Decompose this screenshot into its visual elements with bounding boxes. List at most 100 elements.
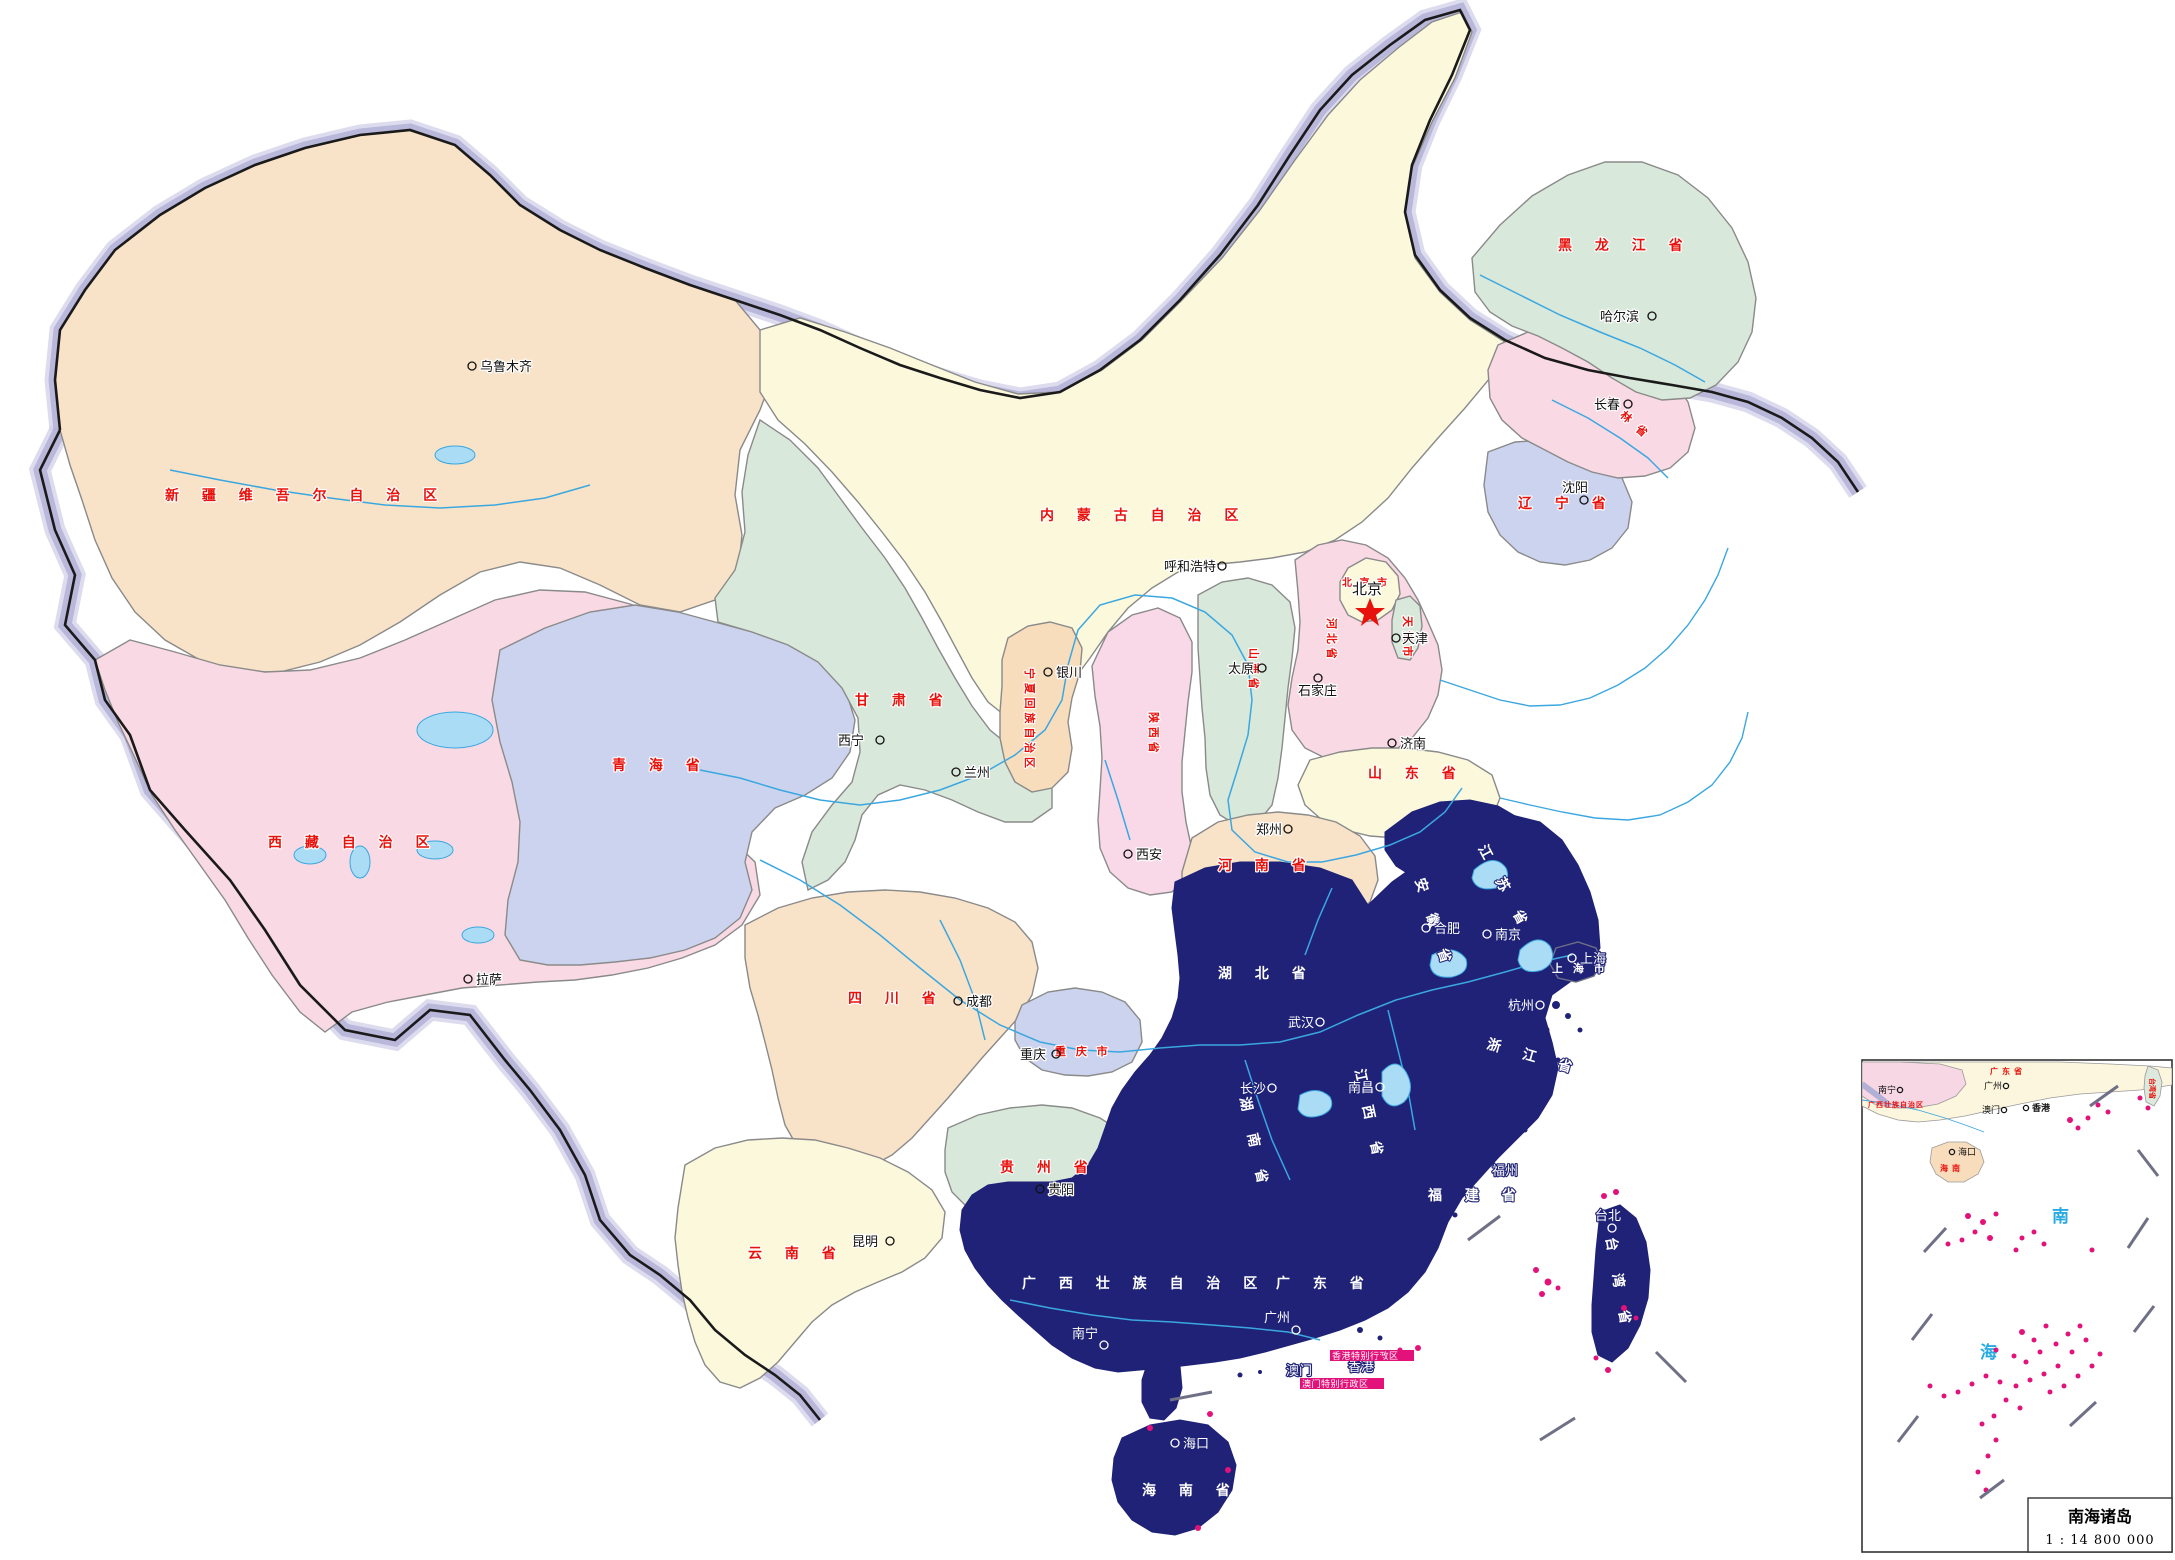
city-label-hongkong: 香港 (1348, 1360, 1374, 1375)
province-label-henan: 河 南 省 (1218, 857, 1315, 874)
city-dot (1519, 1177, 1529, 1187)
province-label-liaoning: 辽 宁 省 (1518, 495, 1615, 512)
city-dot (1217, 561, 1227, 571)
rivers (169, 274, 1706, 1341)
province-shanxi[interactable] (1197, 577, 1296, 827)
lakes (293, 445, 1554, 1118)
coastal-islands (1237, 1001, 1583, 1378)
city-dot (1391, 633, 1401, 643)
city-markers-highlighted: 合肥 南京 杭州 上海 武汉 南昌 长沙 福州 广州 南宁 海口 台北 澳门 香… (1071, 921, 1622, 1453)
province-heilongjiang[interactable] (1471, 161, 1757, 401)
province-label-guangdong: 广 东 省 (1276, 1275, 1373, 1292)
city-dot (1170, 1438, 1180, 1448)
coastline (1439, 547, 1749, 821)
city-dot (2002, 1082, 2010, 1090)
province-label-sichuan: 四 川 省 (848, 990, 945, 1007)
city-dot (1335, 1361, 1345, 1371)
province-label-hubei: 湖 北 省 (1218, 965, 1315, 982)
province-ningxia[interactable] (999, 621, 1083, 793)
city-dot (1257, 663, 1267, 673)
province-yunnan[interactable] (674, 1137, 946, 1389)
city-dot (1579, 495, 1589, 505)
province-label-hainan: 海 南 省 (1142, 1482, 1239, 1499)
city-dot (1948, 1148, 1956, 1156)
province-label-tianjin: 天 津 市 (1401, 616, 1415, 657)
province-label-xinjiang: 新 疆 维 吾 尔 自 治 区 (165, 487, 446, 504)
inset-island-markers (1927, 1095, 2151, 1493)
city-label-urumqi: 乌鲁木齐 (480, 359, 532, 375)
province-label-ningxia: 宁 夏 回 族 自 治 区 (1023, 668, 1037, 768)
city-label-changsha: 长沙 (1240, 1082, 1266, 1097)
city-dot (1123, 849, 1133, 859)
city-label-macau: 澳门 (1286, 1363, 1312, 1379)
city-dot (1051, 1049, 1061, 1059)
city-label-nanning: 南宁 (1072, 1326, 1098, 1342)
city-label-changchun: 长春 (1594, 398, 1620, 413)
inset-city-nanning: 南宁 (1878, 1084, 1896, 1096)
city-label-chengdu: 成都 (966, 995, 992, 1010)
nine-dash-line (1169, 1214, 1688, 1442)
city-label-chongqing: 重庆 (1020, 1047, 1046, 1063)
city-dot (1375, 1082, 1385, 1092)
province-chongqing[interactable] (1014, 987, 1143, 1077)
city-label-xian: 西安 (1136, 848, 1162, 863)
city-dot (1313, 673, 1323, 683)
province-tianjin[interactable] (1391, 595, 1423, 661)
city-dot (1291, 1325, 1301, 1335)
city-markers: 乌鲁木齐 拉萨 西宁 兰州 银川 呼和浩特 太原 石家庄 北京 天津 济南 郑州… (463, 308, 1657, 1251)
city-label-xining: 西宁 (838, 733, 864, 749)
city-label-zhengzhou: 郑州 (1256, 823, 1282, 838)
city-dot (875, 735, 885, 745)
city-label-shanghai: 上海 (1580, 952, 1606, 967)
inset-city-haikou: 海口 (1958, 1146, 1976, 1158)
city-label-shijiazhuang: 石家庄 (1298, 683, 1337, 699)
city-label-tianjin: 天津 (1402, 632, 1428, 647)
city-dot (1313, 1365, 1323, 1375)
city-label-lanzhou: 兰州 (964, 766, 990, 781)
province-label-neimenggu: 内 蒙 古 自 治 区 (1040, 507, 1247, 524)
highlight-shanghai[interactable] (1549, 941, 1603, 983)
city-label-harbin: 哈尔滨 (1600, 309, 1639, 325)
city-dot (2000, 1106, 2008, 1114)
province-label-gansu: 甘 肃 省 (855, 692, 952, 709)
province-beijing[interactable] (1339, 557, 1401, 623)
inset-city-hongkong: 香港 (2031, 1102, 2051, 1114)
highlight-hainan[interactable] (1111, 1419, 1237, 1536)
province-hebei[interactable] (1287, 539, 1443, 763)
city-dot (951, 767, 961, 777)
city-dot (1623, 399, 1633, 409)
inset-hainan (1929, 1141, 1985, 1183)
province-label-guangxi: 广 西 壮 族 自 治 区 (1022, 1275, 1266, 1292)
city-label-nanchang: 南昌 (1348, 1080, 1374, 1096)
city-label-lhasa: 拉萨 (476, 973, 502, 988)
city-dot (1607, 1223, 1617, 1233)
highlight-taiwan[interactable] (1591, 1204, 1651, 1363)
city-label-shenyang: 沈阳 (1562, 481, 1588, 496)
city-label-nanjing: 南京 (1495, 927, 1521, 943)
city-label-kunming: 昆明 (852, 1235, 878, 1250)
city-label-yinchuan: 银川 (1056, 666, 1082, 681)
city-dot (1387, 738, 1397, 748)
sar-note-macau: 澳门特别行政区 (1302, 1378, 1369, 1390)
inset-sea-label-hai: 海 (1980, 1342, 1997, 1363)
province-neimenggu[interactable] (759, 11, 1506, 719)
inset-nine-dash (1896, 1084, 2160, 1500)
city-label-taipei: 台北 (1595, 1209, 1621, 1224)
inset-map[interactable]: 广东省 广西壮族自治区 海南 台湾省 南宁 广州 澳门 香港 海口 南 海 (1861, 1059, 2173, 1553)
province-label-fujian: 福 建 省 (1427, 1187, 1525, 1204)
province-label-shanghai: 上 海 市 (1552, 961, 1608, 975)
inset-title: 南海诸岛 (2068, 1507, 2132, 1526)
inset-taiwan (2143, 1065, 2163, 1107)
province-labels: 新 疆 维 吾 尔 自 治 区 西 藏 自 治 区 青 海 省 甘 肃 省 内 … (164, 236, 1692, 1263)
island-markers (1147, 1189, 1639, 1531)
highlight-leizhou[interactable] (1141, 1351, 1183, 1421)
city-label-guangzhou: 广州 (1264, 1311, 1290, 1326)
province-label-guizhou: 贵 州 省 (1000, 1159, 1097, 1176)
province-gansu[interactable] (714, 418, 1053, 892)
province-sichuan[interactable] (744, 889, 1039, 1173)
province-label-heilongjiang: 黑 龙 江 省 (1558, 237, 1692, 254)
inset-region-taiwan: 台湾省 (2148, 1078, 2157, 1099)
province-label-hebei: 河 北 省 (1325, 618, 1339, 659)
